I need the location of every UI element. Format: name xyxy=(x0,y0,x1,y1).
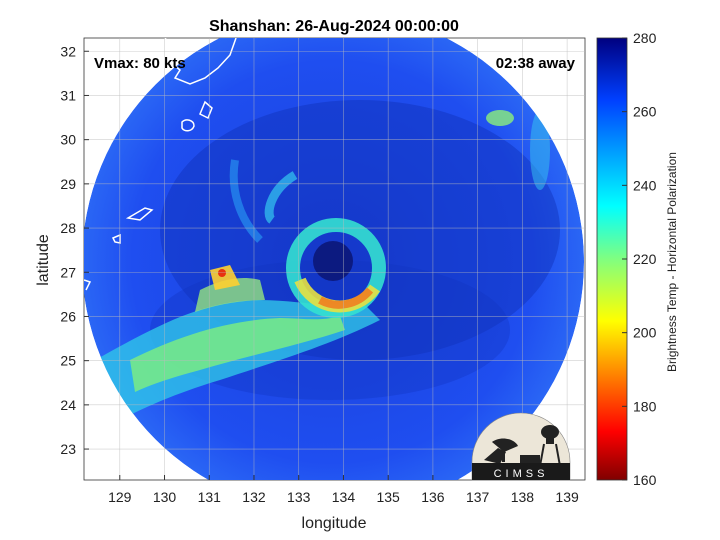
x-tick-label: 133 xyxy=(287,489,311,505)
island-yakushima xyxy=(181,119,195,132)
cimss-logo-text: CIMSS xyxy=(494,468,549,480)
island-edge xyxy=(84,279,92,291)
y-tick-label: 29 xyxy=(60,176,76,192)
x-tick-label: 139 xyxy=(555,489,579,505)
colorbar-tick-label: 160 xyxy=(633,472,657,488)
colorbar-ticks: 160 180 200 220 240 260 280 xyxy=(622,30,657,488)
y-tick-label: 26 xyxy=(60,308,76,324)
time-away-label: 02:38 away xyxy=(496,55,576,72)
y-axis-ticks: 23 24 25 26 27 28 29 30 31 32 xyxy=(60,43,89,457)
x-tick-label: 131 xyxy=(198,489,222,505)
y-tick-label: 31 xyxy=(60,87,76,103)
colorbar-tick-label: 180 xyxy=(633,398,657,414)
island-amami xyxy=(125,207,154,221)
x-tick-label: 134 xyxy=(332,489,356,505)
colorbar-tick-label: 200 xyxy=(633,325,657,341)
island-tanegashima xyxy=(199,100,213,120)
y-tick-label: 27 xyxy=(60,264,76,280)
y-tick-label: 25 xyxy=(60,353,76,369)
x-tick-label: 135 xyxy=(376,489,400,505)
vmax-label: Vmax: 80 kts xyxy=(94,55,186,72)
colorbar-label: Brightness Temp - Horizontal Polarizatio… xyxy=(665,152,679,372)
x-tick-label: 137 xyxy=(466,489,490,505)
y-tick-label: 23 xyxy=(60,441,76,457)
x-tick-label: 136 xyxy=(421,489,445,505)
x-tick-label: 138 xyxy=(511,489,535,505)
colorbar-tick-label: 240 xyxy=(633,177,657,193)
x-tick-label: 132 xyxy=(242,489,266,505)
coastline-kyushu xyxy=(164,38,237,85)
x-axis-ticks: 129 130 131 132 133 134 135 136 137 138 139 xyxy=(108,475,579,505)
colorbar-tick-label: 220 xyxy=(633,251,657,267)
storm-eye xyxy=(313,241,353,281)
x-axis-label: longitude xyxy=(302,515,367,532)
cimss-logo: CIMSS xyxy=(471,412,571,481)
satellite-swath xyxy=(84,38,584,480)
grid-lines xyxy=(84,38,585,480)
x-tick-label: 129 xyxy=(108,489,132,505)
colorbar: 160 180 200 220 240 260 280 Brightness Temp - … xyxy=(596,30,679,488)
colorbar-tick-label: 280 xyxy=(633,30,657,46)
y-tick-label: 32 xyxy=(60,43,76,59)
x-tick-label: 130 xyxy=(153,489,177,505)
y-tick-label: 28 xyxy=(60,220,76,236)
y-axis-label: latitude xyxy=(35,234,52,286)
y-tick-label: 30 xyxy=(60,132,76,148)
y-tick-label: 24 xyxy=(60,397,76,413)
plot-title: Shanshan: 26-Aug-2024 00:00:00 xyxy=(209,18,459,35)
colorbar-tick-label: 260 xyxy=(633,104,657,120)
